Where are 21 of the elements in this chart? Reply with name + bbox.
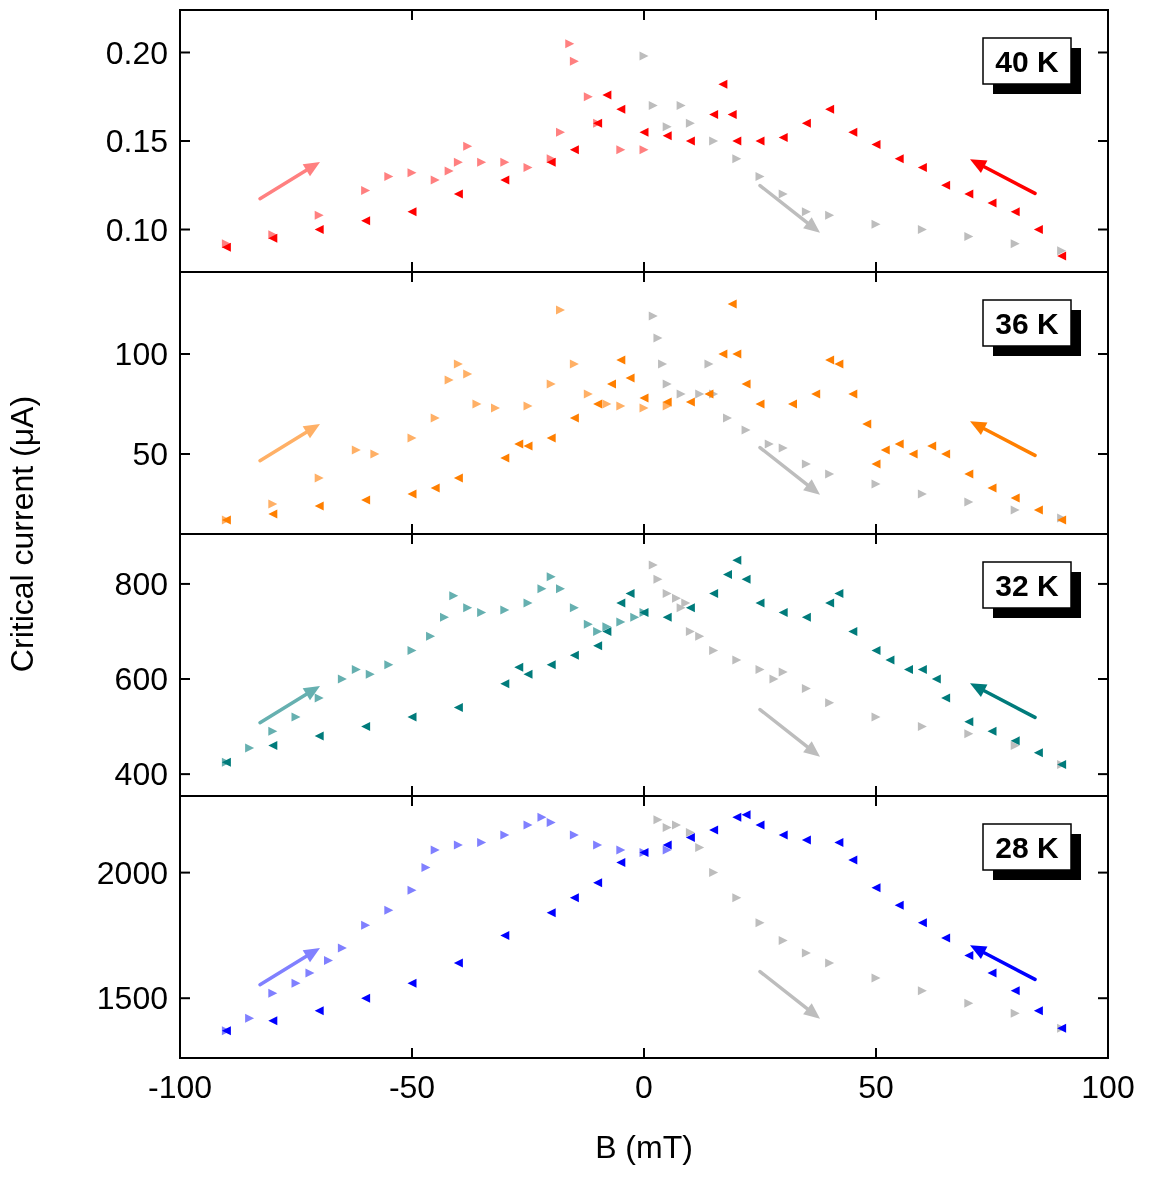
annotation: 32 K bbox=[995, 568, 1060, 602]
y-tick-label: 400 bbox=[114, 756, 168, 793]
y-axis-title: Critical current (μA) bbox=[4, 395, 40, 673]
y-tick-label: 0.15 bbox=[105, 123, 168, 160]
x-tick-label: 50 bbox=[858, 1069, 894, 1105]
x-axis-title: B (mT) bbox=[595, 1129, 693, 1165]
annotation: 40 K bbox=[995, 44, 1060, 78]
annotation: 36 K bbox=[995, 306, 1060, 340]
x-tick-label: -100 bbox=[147, 1069, 213, 1105]
y-tick-label: 0.20 bbox=[105, 34, 168, 71]
y-tick-label: 0.10 bbox=[105, 211, 168, 248]
y-tick-label: 1500 bbox=[96, 980, 168, 1017]
y-tick-label: 100 bbox=[114, 336, 168, 373]
x-tick-label: 0 bbox=[635, 1069, 653, 1105]
y-tick-label: 50 bbox=[132, 436, 168, 473]
y-tick-label: 800 bbox=[114, 566, 168, 603]
y-tick-label: 600 bbox=[114, 661, 168, 698]
x-tick-label: 100 bbox=[1081, 1069, 1135, 1105]
annotation: 28 K bbox=[995, 830, 1060, 864]
x-tick-label: -50 bbox=[388, 1069, 436, 1105]
y-tick-label: 2000 bbox=[96, 854, 168, 891]
